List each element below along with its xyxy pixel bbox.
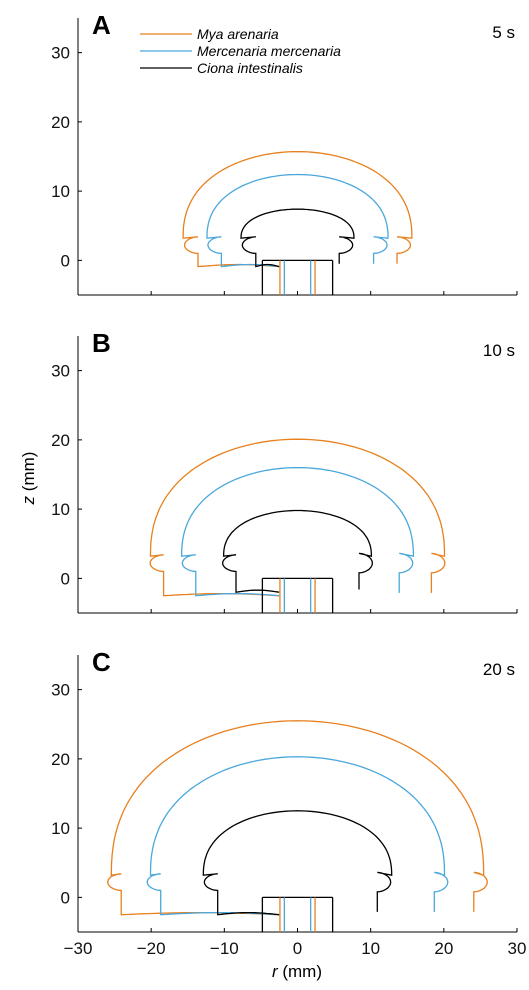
x-tick-label: −20	[137, 939, 166, 958]
x-tick-label: 10	[361, 939, 380, 958]
x-tick-label: 30	[508, 939, 527, 958]
svg-text:z (mm): z (mm)	[19, 452, 38, 506]
y-tick-label: 0	[61, 251, 70, 270]
y-axis-label-var: z	[19, 495, 38, 505]
y-tick-label: 30	[51, 44, 70, 63]
x-axis-label-unit: (mm)	[278, 962, 322, 981]
y-tick-label: 20	[51, 750, 70, 769]
y-tick-label: 30	[51, 681, 70, 700]
time-label: 10 s	[483, 341, 515, 360]
panel-label: C	[92, 647, 111, 677]
panel-label: A	[92, 10, 111, 40]
time-label: 20 s	[483, 660, 515, 679]
series-line-2	[146, 756, 449, 916]
legend-label-2: Mercenaria mercenaria	[197, 43, 341, 59]
series-line-1	[182, 151, 413, 268]
y-tick-label: 30	[51, 362, 70, 381]
legend-label-1: Mya arenaria	[197, 26, 279, 42]
series-line-3	[202, 810, 393, 916]
series-line-1	[149, 438, 446, 597]
legend-label-3: Ciona intestinalis	[197, 60, 303, 76]
y-axis-label: z (mm)	[19, 452, 38, 506]
x-tick-label: 20	[434, 939, 453, 958]
series-line-2	[180, 466, 415, 597]
series-line-1	[107, 720, 488, 916]
panel-label: B	[92, 328, 111, 358]
y-tick-label: 0	[61, 569, 70, 588]
y-axis-label-unit: (mm)	[19, 452, 38, 496]
x-tick-label: −30	[64, 939, 93, 958]
panel-B: 0 10 20 30 B 10 s	[51, 328, 518, 614]
x-axis-label-var: r	[272, 962, 279, 981]
y-tick-label: 20	[51, 431, 70, 450]
y-tick-label: 0	[61, 888, 70, 907]
y-tick-label: 10	[51, 182, 70, 201]
x-tick-label: 0	[293, 939, 302, 958]
series-line-3	[240, 208, 355, 268]
x-axis-label: r (mm)	[272, 962, 322, 981]
panel-C: 0 10 20 30 −30 −20 −10 0 10 20 30 C 20 s	[51, 647, 526, 958]
y-tick-label: 10	[51, 500, 70, 519]
y-tick-label: 10	[51, 819, 70, 838]
y-tick-label: 20	[51, 113, 70, 132]
x-tick-label: −10	[210, 939, 239, 958]
series-line-3	[221, 509, 374, 593]
series-line-2	[206, 173, 389, 268]
time-label: 5 s	[492, 23, 515, 42]
